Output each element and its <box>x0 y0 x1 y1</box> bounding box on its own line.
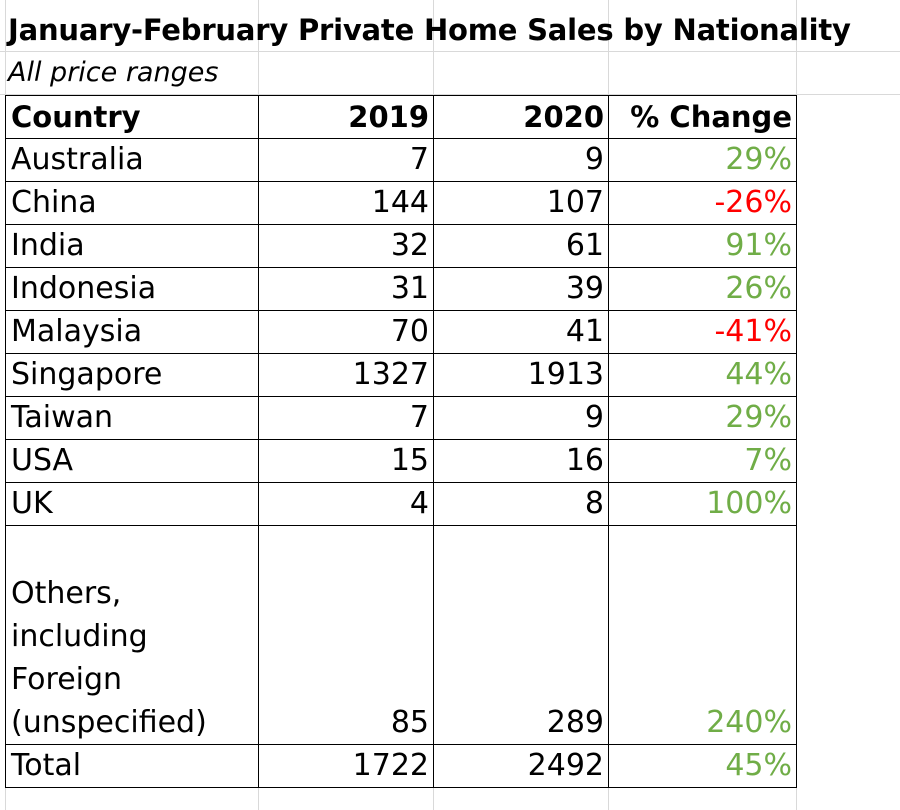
cell-country[interactable]: Others, including Foreign (unspecified) <box>5 525 259 745</box>
cell-2020[interactable]: 41 <box>433 310 609 354</box>
header-2019[interactable]: 2019 <box>258 95 434 139</box>
cell-2020[interactable]: 39 <box>433 267 609 311</box>
cell-change[interactable]: 29% <box>608 138 797 182</box>
cell-2019[interactable]: 1327 <box>258 353 434 397</box>
cell-2019[interactable]: 31 <box>258 267 434 311</box>
gridline <box>0 51 900 52</box>
table-row: Malaysia 70 41 -41% <box>5 310 797 354</box>
cell-country[interactable]: Taiwan <box>5 396 259 440</box>
header-2020[interactable]: 2020 <box>433 95 609 139</box>
table-row: Australia 7 9 29% <box>5 138 797 182</box>
cell-change[interactable]: 240% <box>608 525 797 745</box>
cell-country[interactable]: China <box>5 181 259 225</box>
cell-2020[interactable]: 9 <box>433 396 609 440</box>
cell-2019[interactable]: 144 <box>258 181 434 225</box>
cell-2020[interactable]: 289 <box>433 525 609 745</box>
table-row: Taiwan 7 9 29% <box>5 396 797 440</box>
cell-change[interactable]: 29% <box>608 396 797 440</box>
cell-2019[interactable]: 4 <box>258 482 434 526</box>
table-row: India 32 61 91% <box>5 224 797 268</box>
header-row: Country 2019 2020 % Change <box>5 95 797 139</box>
table-body: Australia 7 9 29% China 144 107 -26% India 32 61 91… <box>5 138 797 788</box>
cell-2020[interactable]: 61 <box>433 224 609 268</box>
cell-2019[interactable]: 15 <box>258 439 434 483</box>
table-subtitle: All price ranges <box>8 57 219 88</box>
table-row: Indonesia 31 39 26% <box>5 267 797 311</box>
sales-table: Country 2019 2020 % Change Australia 7 9 29… <box>5 95 797 788</box>
cell-country[interactable]: Indonesia <box>5 267 259 311</box>
cell-country[interactable]: Singapore <box>5 353 259 397</box>
cell-change[interactable]: 26% <box>608 267 797 311</box>
table-row: UK 4 8 100% <box>5 482 797 526</box>
cell-country[interactable]: USA <box>5 439 259 483</box>
cell-2019[interactable]: 7 <box>258 396 434 440</box>
cell-country[interactable]: India <box>5 224 259 268</box>
cell-2020[interactable]: 107 <box>433 181 609 225</box>
cell-change[interactable]: -41% <box>608 310 797 354</box>
header-country[interactable]: Country <box>5 95 259 139</box>
table-row: Singapore 1327 1913 44% <box>5 353 797 397</box>
cell-change[interactable]: 100% <box>608 482 797 526</box>
cell-country[interactable]: Malaysia <box>5 310 259 354</box>
cell-2020[interactable]: 1913 <box>433 353 609 397</box>
header-change[interactable]: % Change <box>608 95 797 139</box>
cell-2019[interactable]: 32 <box>258 224 434 268</box>
cell-change[interactable]: 45% <box>608 744 797 788</box>
gridline <box>0 94 900 95</box>
cell-change[interactable]: 44% <box>608 353 797 397</box>
cell-2019[interactable]: 1722 <box>258 744 434 788</box>
table-row: Total 1722 2492 45% <box>5 744 797 788</box>
cell-2019[interactable]: 70 <box>258 310 434 354</box>
cell-change[interactable]: 7% <box>608 439 797 483</box>
table-title: January-February Private Home Sales by N… <box>8 13 851 47</box>
cell-2020[interactable]: 9 <box>433 138 609 182</box>
cell-2019[interactable]: 7 <box>258 138 434 182</box>
gridline <box>796 0 797 810</box>
cell-2019[interactable]: 85 <box>258 525 434 745</box>
cell-country[interactable]: UK <box>5 482 259 526</box>
cell-2020[interactable]: 8 <box>433 482 609 526</box>
cell-2020[interactable]: 16 <box>433 439 609 483</box>
table-row: Others, including Foreign (unspecified) 8… <box>5 525 797 745</box>
cell-2020[interactable]: 2492 <box>433 744 609 788</box>
table-row: China 144 107 -26% <box>5 181 797 225</box>
cell-country[interactable]: Total <box>5 744 259 788</box>
cell-country[interactable]: Australia <box>5 138 259 182</box>
cell-change[interactable]: 91% <box>608 224 797 268</box>
cell-change[interactable]: -26% <box>608 181 797 225</box>
table-row: USA 15 16 7% <box>5 439 797 483</box>
